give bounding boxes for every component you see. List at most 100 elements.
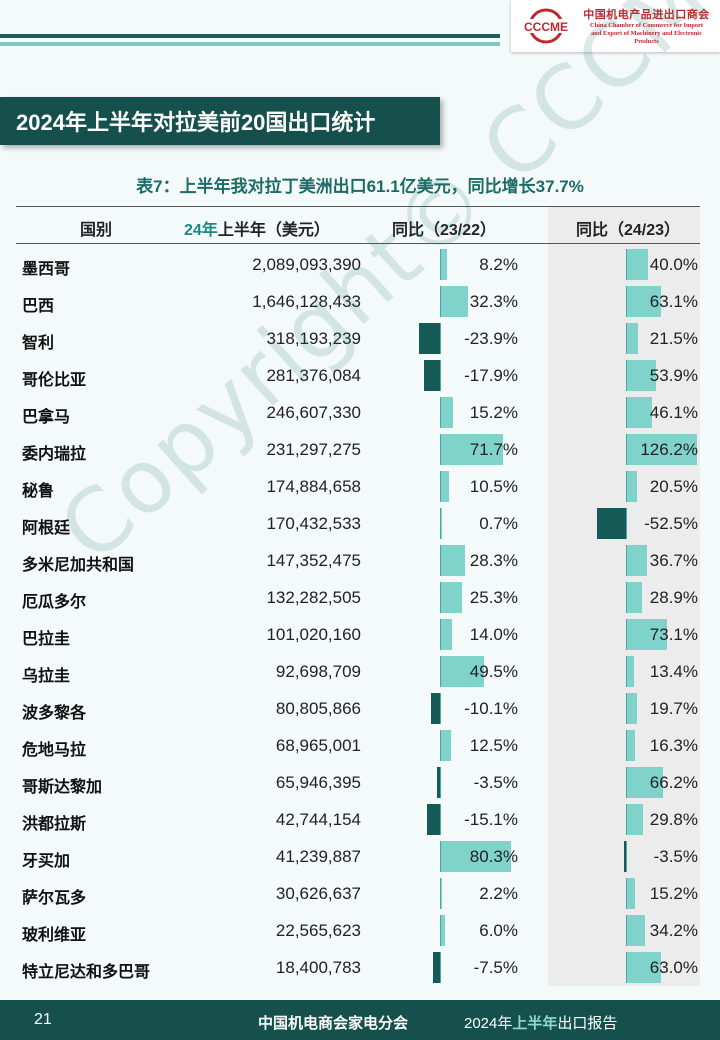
yoy-23-22-bar	[436, 767, 440, 798]
yoy-24-23-axis	[626, 323, 627, 354]
export-value: 170,432,533	[266, 514, 361, 533]
yoy-24-23-percent: 13.4%	[649, 662, 698, 681]
yoy-23-22-bar	[440, 619, 453, 650]
yoy-23-22-percent: -17.9%	[464, 366, 518, 385]
yoy-23-22-percent: 71.7%	[469, 440, 518, 459]
yoy-24-23-bar-cell	[16, 434, 700, 465]
yoy-23-22-percent: 12.5%	[469, 736, 518, 755]
yoy-23-22-bar	[424, 360, 440, 391]
table-row: 巴西 1,646,128,433 32.3% 63.1%	[16, 283, 700, 320]
yoy-24-23-percent: 63.1%	[649, 292, 698, 311]
yoy-23-22-percent: 15.2%	[469, 403, 518, 422]
yoy-24-23-axis	[626, 286, 627, 317]
yoy-24-23-bar-cell	[16, 471, 700, 502]
yoy-23-22-bar	[440, 434, 504, 465]
export-value: 42,744,154	[275, 810, 361, 829]
top-rule-dark	[0, 34, 500, 38]
export-value: 92,698,709	[275, 662, 361, 681]
logo-chinese-name: 中国机电产品进出口商会	[583, 9, 710, 21]
table-row: 厄瓜多尔 132,282,505 25.3% 28.9%	[16, 579, 700, 616]
yoy-24-23-bar-cell	[16, 619, 700, 650]
table-row: 多米尼加共和国 147,352,475 28.3% 36.7%	[16, 542, 700, 579]
yoy-23-22-percent: -7.5%	[473, 958, 518, 977]
yoy-24-23-axis	[626, 841, 627, 872]
table-row: 巴拉圭 101,020,160 14.0% 73.1%	[16, 616, 700, 653]
yoy-24-23-axis	[626, 508, 627, 539]
yoy-23-22-bar	[440, 915, 446, 946]
yoy-24-23-percent: 15.2%	[649, 884, 698, 903]
yoy-24-23-bar-cell	[16, 804, 700, 835]
yoy-24-23-percent: 73.1%	[649, 625, 698, 644]
yoy-24-23-axis	[626, 693, 627, 724]
export-value: 65,946,395	[275, 773, 361, 792]
yoy-23-22-bar-cell	[16, 249, 700, 280]
table-row: 智利 318,193,239 -23.9% 21.5%	[16, 320, 700, 357]
yoy-24-23-bar	[624, 841, 626, 872]
yoy-24-23-bar-cell	[16, 915, 700, 946]
table-row: 阿根廷 170,432,533 0.7% -52.5%	[16, 505, 700, 542]
yoy-23-22-bar	[440, 841, 511, 872]
country-name: 哥斯达黎加	[22, 779, 103, 796]
yoy-24-23-bar	[626, 730, 636, 761]
yoy-24-23-bar	[626, 878, 635, 909]
yoy-23-22-bar-cell	[16, 693, 700, 724]
country-name: 特立尼达和多巴哥	[22, 964, 151, 981]
country-name: 哥伦比亚	[22, 372, 87, 389]
yoy-23-22-bar-cell	[16, 952, 700, 983]
yoy-23-22-axis	[440, 804, 441, 835]
country-name: 危地马拉	[22, 742, 87, 759]
table-row: 哥伦比亚 281,376,084 -17.9% 53.9%	[16, 357, 700, 394]
yoy-23-22-percent: 49.5%	[469, 662, 518, 681]
country-name: 洪都拉斯	[22, 816, 87, 833]
yoy-23-22-bar-cell	[16, 878, 700, 909]
yoy-23-22-bar	[440, 286, 469, 317]
yoy-23-22-bar	[440, 397, 454, 428]
yoy-23-22-axis	[440, 323, 441, 354]
export-value: 246,607,330	[266, 403, 361, 422]
export-value: 132,282,505	[266, 588, 361, 607]
yoy-24-23-percent: 28.9%	[649, 588, 698, 607]
yoy-23-22-bar-cell	[16, 582, 700, 613]
export-value: 147,352,475	[266, 551, 361, 570]
cccme-logo: CCCME 中国机电产品进出口商会 China Chamber of Comme…	[511, 0, 720, 52]
yoy-23-22-bar	[440, 545, 465, 576]
footer-organization: 中国机电商会家电分会	[258, 1015, 409, 1032]
yoy-24-23-bar	[626, 656, 634, 687]
yoy-23-22-percent: -10.1%	[464, 699, 518, 718]
table-row: 哥斯达黎加 65,946,395 -3.5% 66.2%	[16, 764, 700, 801]
table-caption: 表7：上半年我对拉丁美洲出口61.1亿美元，同比增长37.7%	[136, 177, 584, 196]
country-name: 萨尔瓦多	[22, 890, 87, 907]
export-value: 101,020,160	[266, 625, 361, 644]
yoy-23-22-bar	[431, 693, 440, 724]
yoy-23-22-axis	[440, 471, 441, 502]
header-yoy-23-22: 同比（23/22）	[392, 222, 497, 239]
yoy-23-22-axis	[440, 434, 441, 465]
yoy-23-22-axis	[440, 545, 441, 576]
yoy-23-22-percent: 6.0%	[479, 921, 518, 940]
yoy-24-23-axis	[626, 360, 627, 391]
yoy-24-23-percent: 21.5%	[649, 329, 698, 348]
header-value-prefix: 24年	[184, 222, 218, 239]
country-name: 智利	[22, 335, 55, 352]
yoy-23-22-axis	[440, 915, 441, 946]
yoy-24-23-bar-cell	[16, 286, 700, 317]
header-yoy-24-23: 同比（24/23）	[576, 222, 681, 239]
yoy-24-23-axis	[626, 952, 627, 983]
export-value: 174,884,658	[266, 477, 361, 496]
yoy-23-22-axis	[440, 767, 441, 798]
yoy-23-22-axis	[440, 878, 441, 909]
yoy-24-23-axis	[626, 878, 627, 909]
footer-report-highlight: 上半年	[512, 1015, 558, 1032]
yoy-23-22-axis	[440, 582, 441, 613]
yoy-24-23-percent: 53.9%	[649, 366, 698, 385]
yoy-23-22-bar-cell	[16, 397, 700, 428]
yoy-23-22-bar-cell	[16, 323, 700, 354]
yoy-24-23-bar	[626, 767, 664, 798]
footer-report-prefix: 2024年	[464, 1015, 513, 1032]
yoy-24-23-bar	[626, 360, 657, 391]
logo-english-line1: China Chamber of Commerce for Import	[589, 22, 704, 29]
yoy-24-23-percent: -3.5%	[653, 847, 698, 866]
yoy-24-23-axis	[626, 915, 627, 946]
yoy-23-22-axis	[440, 619, 441, 650]
yoy-23-22-percent: 10.5%	[469, 477, 518, 496]
